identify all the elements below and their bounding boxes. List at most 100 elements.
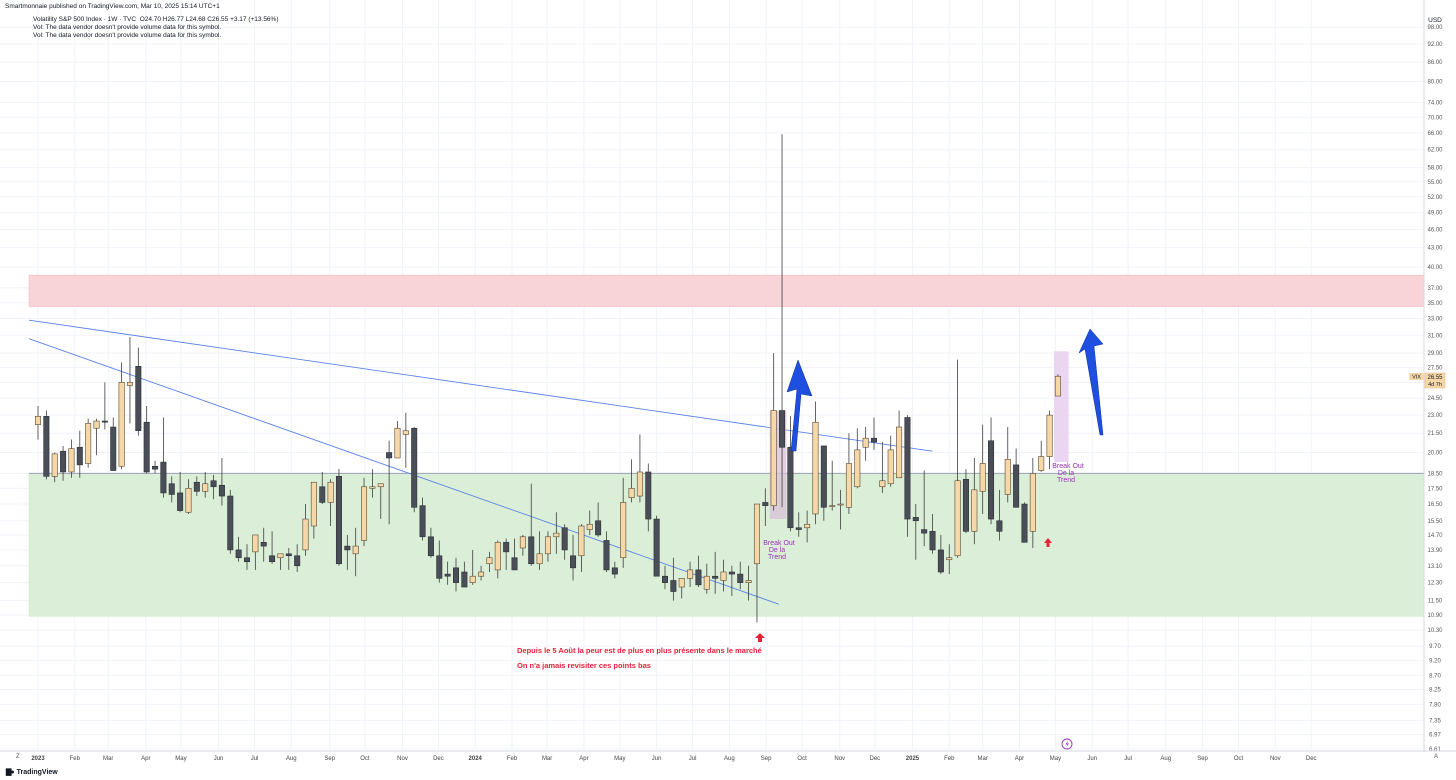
y-tick-label: 33.00 <box>1427 317 1443 323</box>
candle-body <box>152 465 159 470</box>
candle-body <box>795 527 802 530</box>
x-tick-label: Jun <box>214 756 224 762</box>
y-tick-label: 21.50 <box>1427 431 1443 437</box>
candle-body <box>678 578 685 588</box>
x-tick-label: Jun <box>652 756 662 762</box>
x-tick-label: Nov <box>1270 756 1281 762</box>
last-price-tag-bg <box>1424 372 1446 389</box>
tradingview-brand-text: TradingView <box>16 768 58 776</box>
volume-note-2: Vol: The data vendor doesn't provide vol… <box>33 32 222 39</box>
y-tick-label: 6.61 <box>1429 747 1441 753</box>
candle-body <box>712 575 719 579</box>
y-tick-label: 46.00 <box>1427 228 1443 234</box>
candle-body <box>929 531 936 551</box>
candle-body <box>720 571 727 581</box>
candle-body <box>310 481 317 527</box>
candle-body <box>845 463 852 508</box>
annotation-note-2: On n'a jamais revisiter ces points bas <box>517 661 651 670</box>
candle-body <box>745 580 752 583</box>
candle-body <box>294 555 301 567</box>
candle-body <box>452 567 459 583</box>
candle-body <box>126 382 133 386</box>
candle-body <box>578 525 585 557</box>
candle-body <box>611 567 618 575</box>
tradingview-logo-icon: ▇● <box>6 769 15 776</box>
candle-body <box>1046 414 1053 457</box>
candle-body <box>402 430 409 435</box>
candle-body <box>235 549 242 559</box>
candle-body <box>377 483 384 488</box>
candle-body <box>661 575 668 583</box>
y-tick-label: 80.00 <box>1427 80 1443 86</box>
candle-body <box>469 575 476 583</box>
candle-body <box>854 449 861 488</box>
y-tick-label: 86.00 <box>1427 60 1443 66</box>
candle-body <box>879 480 886 488</box>
y-tick-label: 17.50 <box>1427 486 1443 492</box>
candle-body <box>1054 375 1061 397</box>
lightning-icon[interactable] <box>1061 738 1073 750</box>
x-tick-label: Aug <box>286 756 297 762</box>
x-tick-label: Sep <box>324 756 335 762</box>
candle-body <box>536 553 543 565</box>
candle-body <box>820 445 827 508</box>
y-tick-label: 20.00 <box>1427 451 1443 457</box>
candle-body <box>1004 459 1011 495</box>
candle-body <box>595 520 602 536</box>
candle-body <box>118 382 125 467</box>
y-tick-label: 55.00 <box>1427 180 1443 186</box>
x-tick-label: 2023 <box>31 756 45 762</box>
y-tick-label: 74.00 <box>1427 100 1443 106</box>
candle-body <box>519 536 526 549</box>
resistance-zone <box>28 274 1425 307</box>
breakout-label-1-line2: De la <box>769 547 785 554</box>
y-tick-label: 12.30 <box>1427 581 1443 587</box>
breakout-box-2 <box>1053 351 1069 463</box>
y-tick-label: 14.70 <box>1427 533 1443 539</box>
candle-body <box>804 523 811 529</box>
grid <box>0 0 1424 750</box>
last-price-tag: VIX 26.55 4d 7h <box>1409 372 1446 389</box>
x-tick-label: May <box>1050 756 1061 762</box>
time-axis[interactable]: 2023 Feb Mar Apr May Jun Jul Aug Sep Oct Nov Dec 202… <box>0 750 1456 762</box>
auto-scale-toggle[interactable]: A <box>1434 754 1439 760</box>
candle-body <box>904 417 911 520</box>
x-tick-label: Oct <box>360 756 370 762</box>
breakout-labels: Break Out De la Trend Break Out De la Tr… <box>763 463 1084 561</box>
candle-body <box>837 503 844 506</box>
candle-body <box>762 502 769 506</box>
publisher-line: Smartmonnaie published on TradingView.co… <box>5 3 220 10</box>
candle-body <box>277 553 284 559</box>
candle-body <box>335 476 342 565</box>
candle-body <box>670 580 677 592</box>
y-tick-label: 10.90 <box>1427 613 1443 619</box>
candle-body <box>528 536 535 565</box>
x-tick-label: May <box>614 756 625 762</box>
candle-body <box>962 478 969 532</box>
price-zones <box>28 274 1425 617</box>
legend-title: Volatility S&P 500 Index · 1W · TVC <box>33 16 137 23</box>
log-scale-toggle[interactable]: Z <box>16 754 20 760</box>
candlestick-series <box>34 134 1061 623</box>
candle-body <box>327 481 334 503</box>
candle-body <box>779 410 786 448</box>
y-tick-label: 7.80 <box>1429 703 1441 709</box>
breakout-label-2-line3: Trend <box>1057 477 1075 484</box>
candle-body <box>620 502 627 559</box>
candle-body <box>51 453 58 477</box>
x-tick-label: Jul <box>251 756 259 762</box>
candle-body <box>561 527 568 551</box>
x-tick-label: Dec <box>1306 756 1317 762</box>
x-tick-label: 2025 <box>906 756 920 762</box>
candle-body <box>1038 456 1045 471</box>
candle-body <box>361 486 368 541</box>
x-tick-label: Aug <box>1160 756 1171 762</box>
candle-body <box>645 471 652 520</box>
tradingview-brand[interactable]: ▇● TradingView <box>6 768 58 777</box>
x-tick-label: Oct <box>1234 756 1244 762</box>
y-tick-label: 9.70 <box>1429 644 1441 650</box>
x-tick-label: Apr <box>1015 756 1024 762</box>
candle-body <box>411 427 418 508</box>
breakout-label-2-line1: Break Out <box>1052 463 1084 470</box>
